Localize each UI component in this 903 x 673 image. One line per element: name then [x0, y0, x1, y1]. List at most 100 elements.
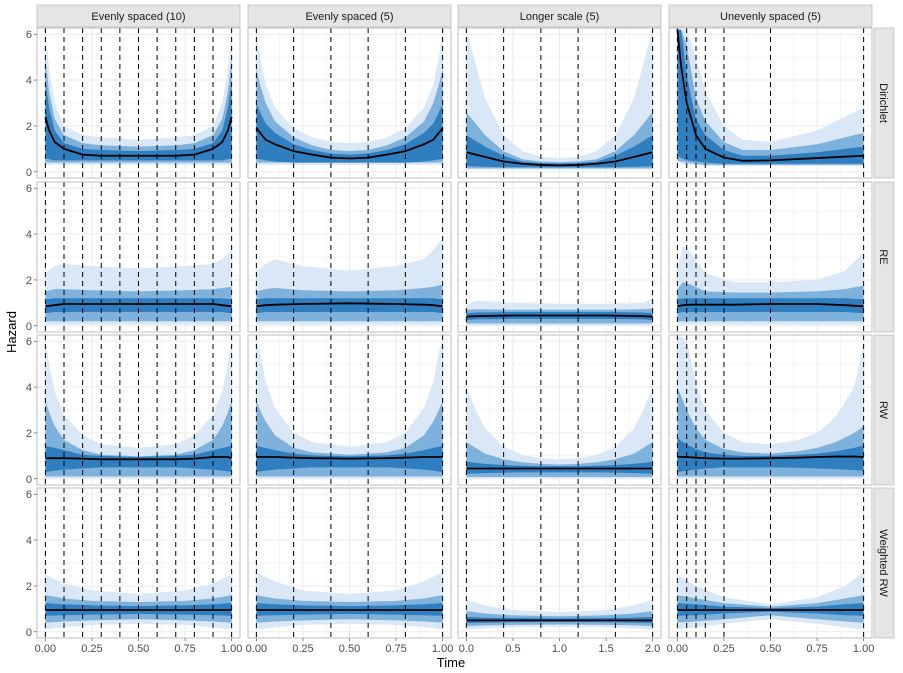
- panel-plot: [255, 335, 444, 485]
- x-tick-label: 1.00: [853, 643, 874, 655]
- panel-border: [457, 181, 662, 333]
- y-tick-label: 2: [26, 428, 32, 440]
- x-tick-label: 0.0: [459, 643, 474, 655]
- panel-plot: [676, 488, 865, 638]
- row-strip-label: RE: [877, 249, 889, 264]
- median-line: [256, 456, 443, 460]
- panel: [247, 27, 452, 179]
- row-strip-label: Weighted RW: [877, 529, 889, 597]
- panel-plot: [44, 335, 233, 485]
- y-tick-label: 6: [26, 489, 32, 501]
- panel-plot: [255, 28, 444, 178]
- credible-band-inner: [45, 298, 232, 314]
- row-strip-label: Dirichlet: [877, 83, 889, 123]
- credible-band-outer: [45, 336, 232, 479]
- credible-band-inner: [45, 80, 232, 161]
- panel-plot: [676, 335, 865, 485]
- panel: [457, 487, 662, 639]
- panel-border: [668, 487, 873, 639]
- panel: [668, 487, 873, 639]
- x-tick-label: 0.75: [806, 643, 827, 655]
- panel-plot: [676, 182, 865, 332]
- y-tick-label: 0: [26, 474, 32, 486]
- median-line: [45, 303, 232, 308]
- x-tick-label: 0.00: [35, 643, 56, 655]
- panel-plot: [44, 488, 233, 638]
- panel-border: [247, 487, 452, 639]
- credible-band-outer: [677, 336, 864, 479]
- x-tick-label: 0.5: [505, 643, 520, 655]
- column-strip: [668, 4, 873, 28]
- column-strip-label: Unevenly spaced (5): [720, 11, 821, 23]
- column-strip: [247, 4, 452, 28]
- median-line: [677, 303, 864, 308]
- y-tick-label: 6: [26, 336, 32, 348]
- row-strip: [873, 27, 895, 179]
- panel: [247, 181, 452, 333]
- credible-band-inner: [256, 298, 443, 314]
- credible-band-outer: [466, 387, 653, 479]
- panels-layer: Evenly spaced (10) Evenly spaced (5) Longe…: [26, 4, 895, 655]
- x-tick-label: 0.00: [246, 643, 267, 655]
- x-tick-label: 0.50: [128, 643, 149, 655]
- y-tick-label: 4: [26, 535, 32, 547]
- panel-plot: [44, 182, 233, 332]
- panel: [668, 181, 873, 333]
- x-tick-label: 1.00: [432, 643, 453, 655]
- y-tick-label: 4: [26, 382, 32, 394]
- panel: [247, 487, 452, 639]
- median-line: [44, 116, 233, 157]
- panel: [36, 181, 241, 333]
- panel-border: [36, 27, 241, 179]
- panel-border: [247, 334, 452, 486]
- row-strip: [873, 487, 895, 639]
- y-tick-label: 2: [26, 581, 32, 593]
- panel-border: [36, 487, 241, 639]
- panel: [668, 27, 873, 179]
- x-tick-label: 0.75: [174, 643, 195, 655]
- column-strip-label: Evenly spaced (5): [305, 11, 393, 23]
- x-tick-label: 1.0: [552, 643, 567, 655]
- panel-plot: [255, 488, 444, 638]
- y-tick-label: 2: [26, 275, 32, 287]
- column-strip-label: Evenly spaced (10): [91, 11, 185, 23]
- median-line: [677, 455, 864, 460]
- x-axis-title: Time: [437, 655, 465, 670]
- column-strip-label: Longer scale (5): [520, 11, 600, 23]
- panel-border: [668, 27, 873, 179]
- credible-band-inner: [677, 29, 864, 164]
- y-tick-label: 0: [26, 321, 32, 333]
- y-tick-label: 0: [26, 167, 32, 179]
- panel: [36, 487, 241, 639]
- x-tick-label: 0.25: [292, 643, 313, 655]
- panel-plot: [465, 335, 654, 485]
- median-line: [466, 314, 653, 318]
- panel-plot: [255, 182, 444, 332]
- x-tick-label: 0.75: [385, 643, 406, 655]
- panel-border: [36, 181, 241, 333]
- credible-band-inner: [256, 103, 443, 163]
- panel-border: [668, 334, 873, 486]
- credible-band-outer: [256, 336, 443, 479]
- panel: [668, 334, 873, 486]
- panel: [36, 334, 241, 486]
- panel-border: [457, 27, 662, 179]
- x-tick-label: 1.5: [598, 643, 613, 655]
- panel-border: [247, 181, 452, 333]
- panel-border: [36, 334, 241, 486]
- x-tick-label: 1.00: [221, 643, 242, 655]
- panel-plot: [465, 182, 654, 332]
- y-tick-label: 6: [26, 29, 32, 41]
- column-strip: [457, 4, 662, 28]
- median-line: [466, 151, 653, 167]
- median-line: [676, 29, 864, 162]
- row-strip: [873, 181, 895, 333]
- column-strip: [36, 4, 241, 28]
- panel: [457, 334, 662, 486]
- x-tick-label: 0.25: [713, 643, 734, 655]
- median-line: [255, 127, 444, 160]
- panel: [457, 27, 662, 179]
- x-tick-label: 0.50: [339, 643, 360, 655]
- row-strip-label: RW: [877, 401, 889, 420]
